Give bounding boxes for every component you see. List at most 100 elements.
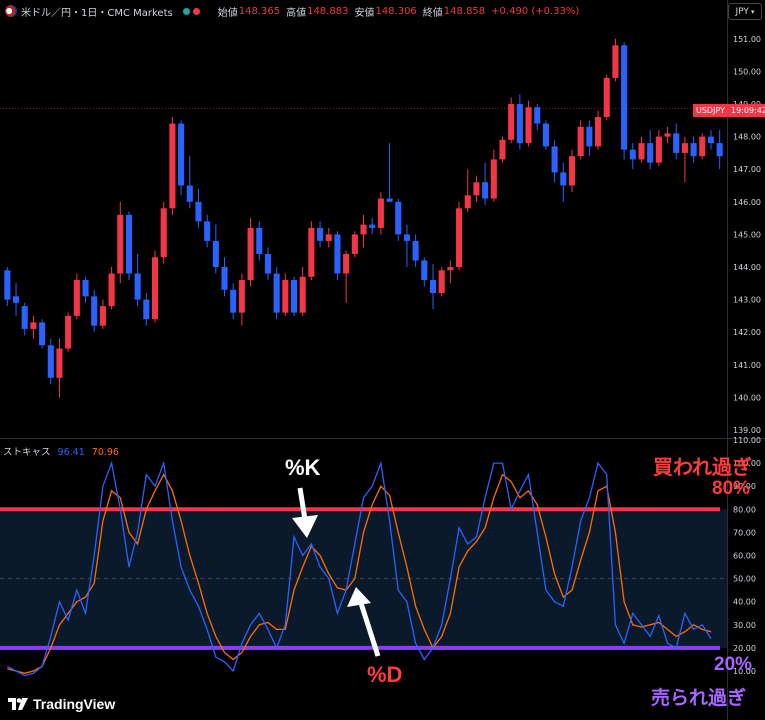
candle-body xyxy=(317,227,324,241)
candle-body xyxy=(377,198,384,228)
candle-body xyxy=(151,257,159,320)
candle-body xyxy=(638,143,645,160)
candle-body xyxy=(178,123,185,186)
candle-body xyxy=(282,280,289,313)
overbought-annotation: 買われ過ぎ xyxy=(653,457,752,479)
candle-body xyxy=(195,201,202,222)
stochastic-tick-label: 50.00 xyxy=(733,575,756,584)
candle-body xyxy=(264,253,271,274)
candle-body xyxy=(273,273,280,313)
candle-body xyxy=(403,234,410,241)
candle-body xyxy=(664,133,671,137)
candle-body xyxy=(73,280,80,316)
candle-body xyxy=(369,224,376,228)
price-tick-label: 139.00 xyxy=(733,426,761,435)
candle-body xyxy=(681,143,688,153)
candle-body xyxy=(360,224,367,235)
chevron-down-icon: ▾ xyxy=(750,7,755,16)
candle-body xyxy=(560,172,567,186)
candle-body xyxy=(621,45,628,150)
market-open-dot-icon xyxy=(182,7,190,15)
candle-body xyxy=(256,227,263,254)
stochastic-tick-label: 80.00 xyxy=(733,505,756,514)
stochastic-tick-label: 40.00 xyxy=(733,598,756,607)
price-tick-label: 141.00 xyxy=(733,361,761,370)
candle-body xyxy=(4,270,11,300)
stochastic-d-value: 70.96 xyxy=(91,447,119,458)
candle-body xyxy=(334,234,341,274)
price-tick-label: 151.00 xyxy=(733,35,761,44)
stochastic-tick-label: 70.00 xyxy=(733,528,756,537)
symbol-title[interactable]: 米ドル／円・1日・CMC Markets xyxy=(21,7,173,19)
candle-body xyxy=(65,315,72,349)
candle-body xyxy=(603,77,610,118)
stochastic-tick-label: 90.00 xyxy=(733,482,756,491)
candle-body xyxy=(716,143,723,157)
currency-label: JPY xyxy=(735,6,749,17)
d-arrow xyxy=(357,599,381,657)
stochastic-tick-label: 20.00 xyxy=(733,644,756,653)
price-tick-label: 140.00 xyxy=(733,393,761,402)
candle-body xyxy=(386,198,393,202)
candle-body xyxy=(47,345,54,378)
currency-dropdown[interactable]: JPY ▾ xyxy=(728,3,762,20)
candle-body xyxy=(542,123,549,147)
candle-body xyxy=(125,214,132,274)
candle-body xyxy=(39,322,46,346)
tradingview-logo[interactable]: TradingView xyxy=(8,696,115,712)
candle-body xyxy=(117,214,124,274)
stochastic-legend[interactable]: ストキャス 96.41 70.96 xyxy=(3,444,119,458)
candle-body xyxy=(56,348,63,378)
candle-body xyxy=(429,280,437,294)
candle-body xyxy=(699,136,706,157)
candle-body xyxy=(12,296,20,303)
high-label: 高値 xyxy=(286,7,307,19)
candle-body xyxy=(395,201,402,235)
price-tick-label: 148.00 xyxy=(733,133,761,142)
candle-body xyxy=(21,306,28,329)
overbought-level-annotation: 80% xyxy=(712,478,751,499)
candle-body xyxy=(516,104,523,144)
candle-body xyxy=(499,139,506,160)
stochastic-tick-label: 100.00 xyxy=(733,459,761,468)
candle-body xyxy=(595,117,602,147)
price-change: +0.490 (+0.33%) xyxy=(491,5,580,17)
open-value: 148.365 xyxy=(238,5,281,17)
candle-body xyxy=(673,133,680,153)
candle-body xyxy=(308,227,315,277)
candle-body xyxy=(629,149,636,160)
candle-body xyxy=(586,126,593,147)
market-status-dot-icon xyxy=(192,7,200,15)
candle-body xyxy=(143,299,150,320)
k-annotation: %K xyxy=(285,455,321,480)
candle-body xyxy=(30,322,37,329)
candle-body xyxy=(421,260,428,281)
candle-body xyxy=(482,182,489,199)
d-arrow-head xyxy=(347,587,371,607)
open-label: 始値 xyxy=(217,7,238,19)
candle-body xyxy=(186,185,193,202)
candle-body xyxy=(99,306,106,326)
stochastic-tick-label: 60.00 xyxy=(733,552,756,561)
candle-body xyxy=(568,156,576,186)
price-tick-label: 146.00 xyxy=(733,198,761,207)
candle-body xyxy=(247,227,254,281)
candle-body xyxy=(160,208,167,258)
price-tick-label: 145.00 xyxy=(733,230,761,239)
candle-body xyxy=(508,104,515,140)
candle-body xyxy=(534,107,541,124)
stochastic-band xyxy=(0,507,727,650)
candle-body xyxy=(91,296,98,326)
candle-body xyxy=(238,280,245,313)
candle-body xyxy=(655,136,662,163)
last-price-tag: USDJPY 19:09:42 xyxy=(693,104,765,117)
candle-body xyxy=(230,289,237,313)
candle-body xyxy=(290,280,298,313)
stochastic-k-value: 96.41 xyxy=(57,447,85,458)
k-arrow-head xyxy=(292,515,318,538)
candle-body xyxy=(299,276,306,313)
price-tick-label: 144.00 xyxy=(733,263,761,272)
candle-body xyxy=(490,159,497,199)
stochastic-k-line xyxy=(6,460,712,677)
